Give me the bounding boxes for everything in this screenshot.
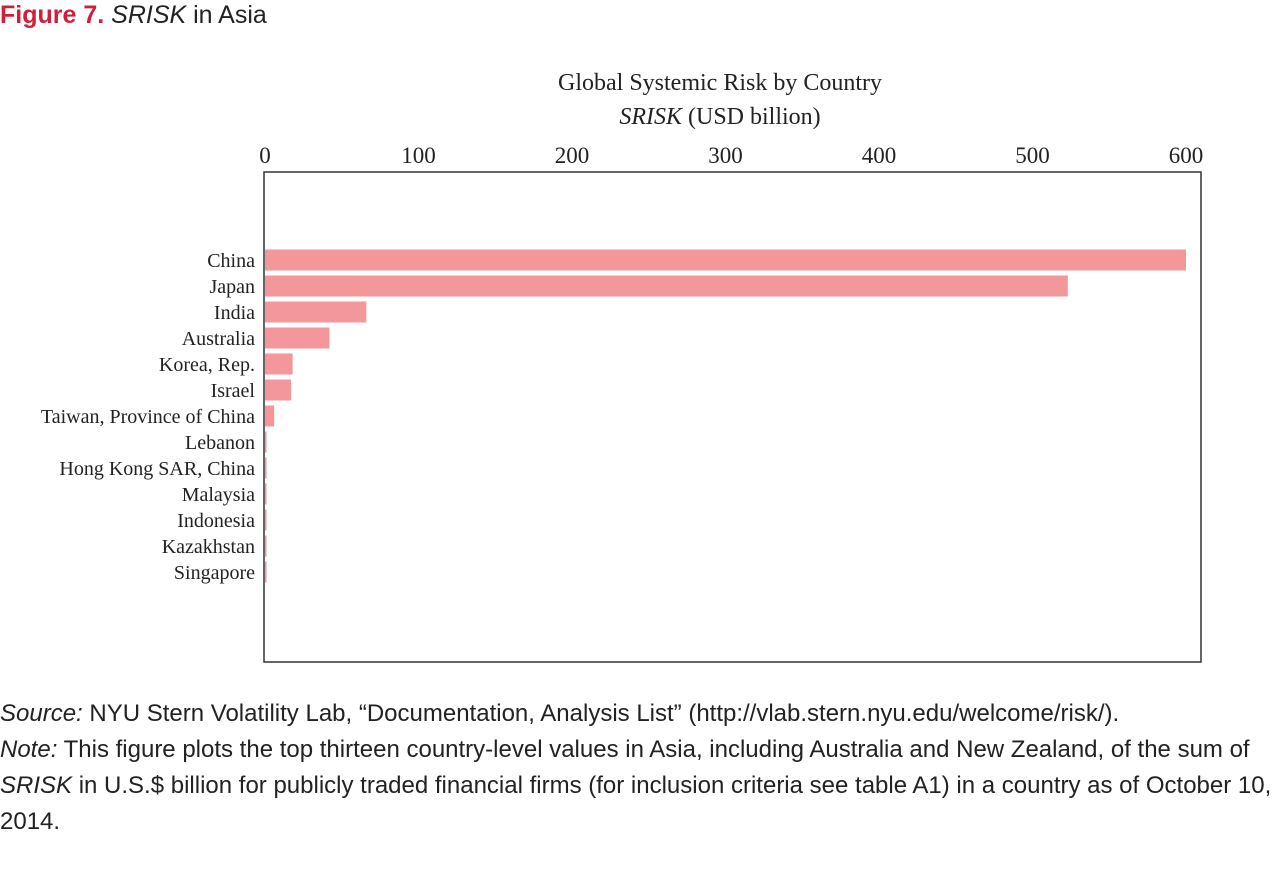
bar [265,301,367,323]
chart-subtitle-unit: (USD billion) [682,104,821,130]
bar [265,483,267,505]
x-tick-label: 500 [1015,143,1050,168]
x-tick-label: 600 [1169,143,1204,168]
source-label: Source: [0,700,83,727]
chart-title: Global Systemic Risk by Country [558,70,882,96]
category-label: Singapore [174,562,255,584]
figure-title-srisk: SRISK [111,1,187,29]
category-label: Hong Kong SAR, China [59,458,255,480]
category-label: Taiwan, Province of China [41,406,255,428]
category-label: Japan [209,276,255,298]
bar [265,431,267,453]
category-label: Kazakhstan [162,536,255,558]
bar [265,275,1068,297]
note-text-1: This figure plots the top thirteen count… [57,736,1250,763]
figure-title: Figure 7. SRISK in Asia [0,0,267,30]
category-label: India [214,302,255,324]
source-line: Source: NYU Stern Volatility Lab, “Docum… [0,696,1280,732]
category-label: Indonesia [177,510,255,532]
plot-frame [263,171,1202,663]
bar-chart: Global Systemic Risk by Country SRISK (U… [41,70,1203,663]
x-tick-label: 100 [401,143,436,168]
bar [265,353,293,375]
bar [265,535,267,557]
bar [265,379,292,401]
bar [265,509,267,531]
source-text: NYU Stern Volatility Lab, “Documentation… [82,700,1120,727]
bar [265,327,330,349]
category-label: Israel [211,380,256,402]
chart-subtitle-srisk: SRISK [619,104,684,130]
category-label: Australia [182,328,255,350]
category-label: Malaysia [182,484,255,506]
category-labels: China Japan India Australia Korea, Rep. Israe… [41,250,256,584]
figure-title-rest: in Asia [186,1,267,29]
bar [265,561,267,583]
bar [265,405,275,427]
x-tick-label: 400 [862,143,897,168]
figure-footer: Source: NYU Stern Volatility Lab, “Docum… [0,696,1280,840]
chart-subtitle: SRISK (USD billion) [619,104,820,130]
note-line: Note: This figure plots the top thirteen… [0,732,1280,840]
x-tick-label: 300 [708,143,743,168]
note-text-2: in U.S.$ billion for publicly traded fin… [0,772,1272,835]
note-label: Note: [0,736,58,763]
category-label: China [207,250,255,272]
category-label: Korea, Rep. [159,354,255,376]
bars-group [265,249,1186,583]
note-srisk: SRISK [0,772,73,799]
x-tick-label: 0 [259,143,271,168]
figure-label: Figure 7. [0,1,105,29]
category-label: Lebanon [185,432,255,454]
x-axis-ticks: 0 100 200 300 400 500 600 [259,143,1203,168]
x-tick-label: 200 [555,143,590,168]
bar [265,457,267,479]
bar [265,249,1186,271]
